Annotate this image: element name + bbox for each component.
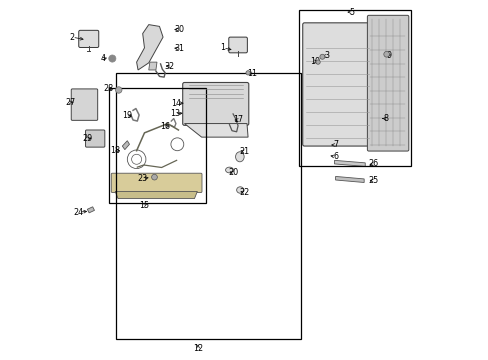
Text: 14: 14 — [171, 99, 181, 108]
Text: 26: 26 — [367, 159, 377, 168]
Text: 16: 16 — [160, 122, 170, 131]
Text: 31: 31 — [174, 44, 184, 53]
Text: 5: 5 — [348, 8, 353, 17]
Text: 2: 2 — [70, 33, 75, 42]
Polygon shape — [122, 141, 129, 150]
Text: 4: 4 — [101, 54, 106, 63]
FancyBboxPatch shape — [85, 130, 104, 147]
Text: 29: 29 — [82, 134, 92, 143]
Text: 18: 18 — [110, 146, 120, 155]
Bar — [108, 88, 205, 203]
Polygon shape — [184, 123, 247, 137]
Text: 25: 25 — [368, 176, 378, 185]
Text: 17: 17 — [233, 116, 243, 125]
Circle shape — [108, 55, 116, 62]
Text: 32: 32 — [164, 62, 174, 71]
Text: 15: 15 — [139, 201, 149, 210]
FancyBboxPatch shape — [228, 37, 247, 53]
Ellipse shape — [225, 167, 233, 173]
Circle shape — [151, 174, 157, 180]
Ellipse shape — [236, 187, 244, 193]
Bar — [116, 73, 300, 339]
Text: 13: 13 — [169, 109, 180, 118]
FancyBboxPatch shape — [79, 30, 99, 48]
Polygon shape — [87, 207, 94, 213]
Text: 11: 11 — [247, 69, 257, 78]
Text: 20: 20 — [227, 168, 238, 177]
Text: 8: 8 — [382, 114, 387, 123]
Text: 28: 28 — [103, 84, 113, 93]
Text: 10: 10 — [309, 57, 320, 66]
FancyBboxPatch shape — [111, 173, 202, 193]
Text: 1: 1 — [220, 43, 225, 52]
Circle shape — [383, 51, 389, 57]
Text: 24: 24 — [73, 208, 83, 217]
Polygon shape — [335, 176, 364, 183]
Circle shape — [315, 60, 320, 64]
Polygon shape — [148, 62, 157, 70]
Text: 6: 6 — [332, 152, 337, 161]
Circle shape — [115, 87, 122, 93]
Bar — [298, 10, 410, 166]
Text: 3: 3 — [324, 51, 328, 60]
FancyBboxPatch shape — [71, 89, 98, 120]
Text: 21: 21 — [239, 147, 249, 156]
Circle shape — [245, 71, 250, 75]
Text: 7: 7 — [332, 140, 338, 149]
Polygon shape — [334, 160, 365, 166]
Text: 9: 9 — [386, 51, 391, 60]
Text: 27: 27 — [65, 98, 75, 107]
Ellipse shape — [235, 152, 244, 162]
Text: 30: 30 — [174, 25, 184, 34]
Text: 19: 19 — [122, 111, 132, 120]
FancyBboxPatch shape — [302, 23, 373, 146]
FancyBboxPatch shape — [183, 82, 248, 125]
Polygon shape — [115, 192, 197, 199]
Text: 23: 23 — [137, 174, 147, 183]
FancyBboxPatch shape — [366, 15, 408, 151]
Text: 12: 12 — [193, 344, 203, 353]
Text: 22: 22 — [239, 188, 249, 197]
Circle shape — [319, 54, 324, 59]
Polygon shape — [136, 24, 163, 70]
